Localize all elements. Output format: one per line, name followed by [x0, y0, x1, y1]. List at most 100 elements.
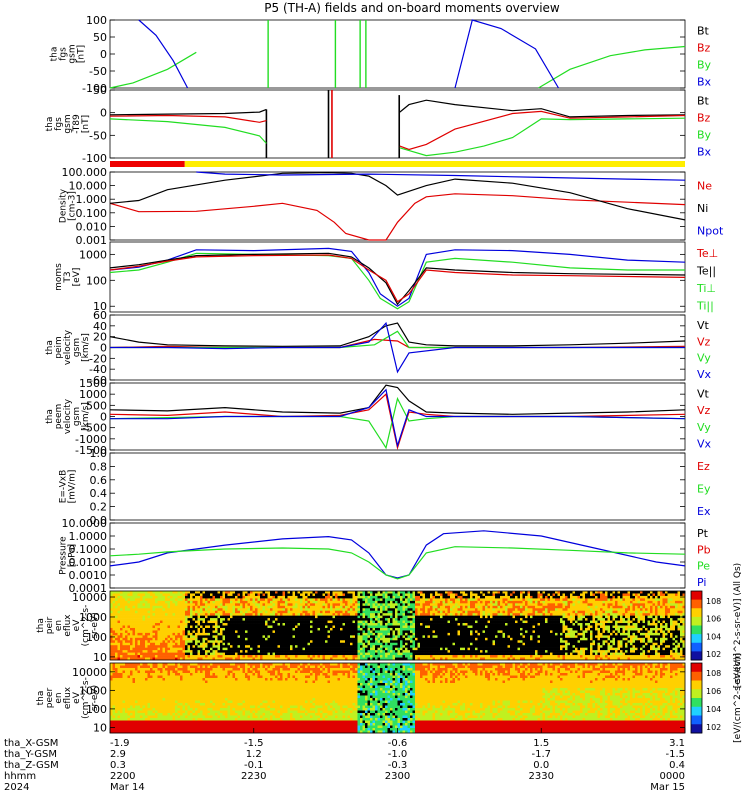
heatmap-cell [157, 613, 161, 616]
heatmap-cell [272, 635, 276, 639]
heatmap-cell [147, 615, 151, 619]
heatmap-cell [510, 591, 513, 594]
heatmap-cell [217, 593, 221, 597]
heatmap-cell [345, 610, 348, 614]
heatmap-cell [280, 635, 283, 639]
heatmap-cell [122, 630, 126, 634]
heatmap-cell [475, 650, 478, 653]
heatmap-cell [225, 645, 228, 648]
heatmap-cell [292, 652, 296, 656]
heatmap-cell [495, 600, 498, 604]
heatmap-cell [200, 593, 203, 597]
heatmap-cell [520, 640, 523, 644]
heatmap-cell [512, 625, 516, 629]
heatmap-cell [452, 608, 456, 612]
heatmap-cell [115, 642, 118, 646]
heatmap-cell [155, 652, 158, 656]
heatmap-cell [490, 655, 493, 658]
heatmap-cell [257, 637, 261, 641]
heatmap-cell [137, 613, 141, 616]
heatmap-cell [327, 600, 331, 604]
heatmap-cell [372, 637, 376, 641]
heatmap-cell [170, 618, 173, 621]
heatmap-cell [445, 623, 448, 626]
heatmap-cell [267, 650, 271, 653]
heatmap-cell [422, 647, 426, 651]
heatmap-cell [327, 655, 331, 658]
heatmap-cell [402, 603, 406, 607]
heatmap-cell [292, 603, 296, 607]
heatmap-cell [350, 608, 353, 612]
heatmap-cell [517, 618, 521, 621]
heatmap-cell [305, 591, 308, 594]
heatmap-cell [527, 608, 531, 612]
heatmap-cell [155, 618, 158, 621]
heatmap-cell [252, 627, 256, 631]
heatmap-cell [212, 598, 216, 602]
heatmap-cell [387, 657, 391, 661]
heatmap-cell [432, 603, 436, 607]
heatmap-cell [530, 640, 533, 644]
heatmap-cell [480, 618, 483, 621]
heatmap-cell [512, 627, 516, 631]
heatmap-cell [230, 610, 233, 614]
heatmap-cell [367, 650, 371, 653]
heatmap-cell [330, 655, 333, 658]
heatmap-cell [320, 598, 323, 602]
heatmap-cell [435, 598, 438, 602]
heatmap-cell [502, 655, 506, 658]
heatmap-cell [280, 655, 283, 658]
heatmap-cell [307, 645, 311, 648]
heatmap-cell [207, 655, 211, 658]
heatmap-cell [487, 605, 491, 609]
heatmap-cell [300, 655, 303, 658]
heatmap-cell [192, 593, 196, 597]
heatmap-cell [462, 623, 466, 626]
heatmap-cell [285, 640, 288, 644]
heatmap-cell [142, 627, 146, 631]
heatmap-cell [292, 645, 296, 648]
heatmap-cell [170, 603, 173, 607]
heatmap-cell [465, 600, 468, 604]
heatmap-cell [527, 647, 531, 651]
heatmap-cell [302, 642, 306, 646]
heatmap-cell [345, 640, 348, 644]
heatmap-cell [112, 642, 116, 646]
heatmap-cell [525, 625, 528, 629]
heatmap-cell [255, 650, 258, 653]
heatmap-cell [190, 598, 193, 602]
heatmap-cell [502, 591, 506, 594]
heatmap-cell [530, 618, 533, 621]
heatmap-cell [207, 593, 211, 597]
heatmap-cell [420, 647, 423, 651]
heatmap-cell [482, 630, 486, 634]
legend-entry: Pe [697, 560, 710, 573]
heatmap-cell [515, 650, 518, 653]
heatmap-cell [227, 627, 231, 631]
heatmap-cell [175, 600, 178, 604]
heatmap-cell [357, 618, 361, 621]
heatmap-cell [442, 650, 446, 653]
heatmap-cell [222, 645, 226, 648]
heatmap-cell [262, 637, 266, 641]
heatmap-cell [172, 632, 176, 636]
heatmap-cell [425, 632, 428, 636]
heatmap-cell [332, 657, 336, 661]
heatmap-cell [427, 618, 431, 621]
heatmap-cell [360, 591, 363, 594]
heatmap-cell [397, 635, 401, 639]
heatmap-cell [452, 645, 456, 648]
heatmap-cell [515, 620, 518, 624]
heatmap-cell [512, 620, 516, 624]
heatmap-cell [387, 600, 391, 604]
heatmap-cell [260, 591, 263, 594]
heatmap-cell [420, 637, 423, 641]
heatmap-cell [322, 593, 326, 597]
heatmap-cell [210, 642, 213, 646]
heatmap-cell [290, 603, 293, 607]
heatmap-cell [525, 613, 528, 616]
heatmap-cell [497, 613, 501, 616]
heatmap-cell [252, 610, 256, 614]
heatmap-cell [375, 591, 378, 594]
